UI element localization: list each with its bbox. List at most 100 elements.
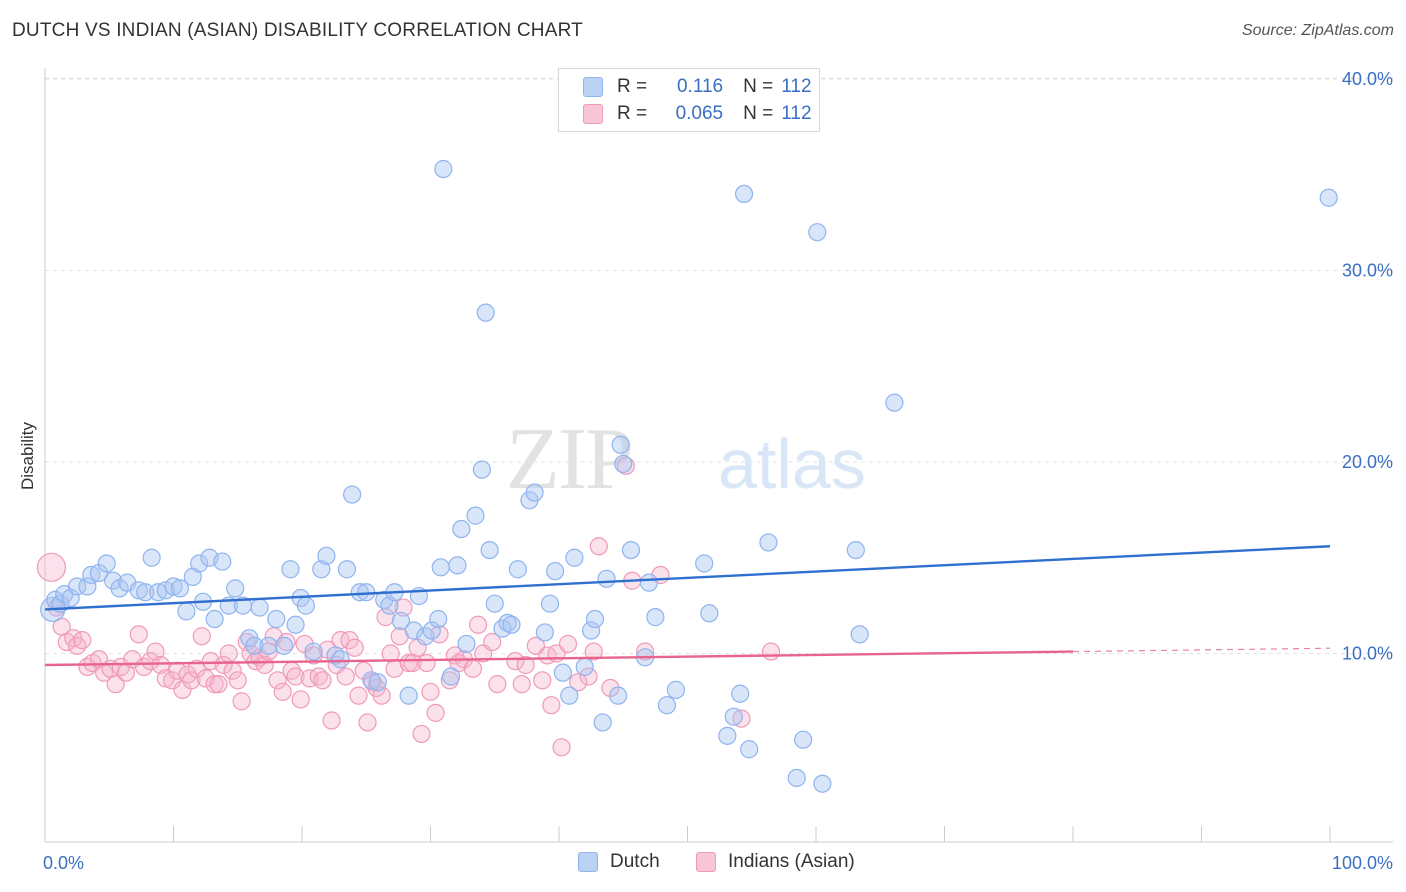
indian-point: [558, 634, 578, 654]
dutch-point: [441, 667, 461, 686]
indian-trend-line: [44, 650, 1074, 667]
indian-point: [192, 627, 211, 646]
indian-point: [463, 659, 483, 678]
dutch-point: [502, 615, 521, 634]
dutch-point: [560, 686, 579, 705]
indian-point: [209, 675, 228, 694]
dutch-point: [787, 768, 806, 788]
dutch-point: [621, 540, 641, 560]
indian-point: [512, 675, 531, 694]
dutch-point: [485, 594, 504, 613]
dutch-point: [695, 554, 714, 573]
dutch-point: [129, 581, 148, 600]
indian-point: [313, 671, 332, 690]
grid-lines: [45, 77, 1393, 654]
dutch-point: [190, 554, 209, 573]
indian-point: [151, 655, 170, 675]
indian-point: [589, 537, 608, 556]
indian-point: [228, 671, 247, 690]
indian-point: [483, 632, 502, 652]
dutch-point: [362, 671, 381, 690]
indian-point: [219, 644, 238, 663]
dutch-point: [794, 730, 813, 749]
dutch-point: [611, 435, 630, 454]
bottom-swatch-dutch: [578, 852, 598, 872]
dutch-point: [422, 621, 441, 640]
legend-row-dutch: R = 0.116 N = 112: [583, 75, 812, 99]
y-tick-label: 10.0%: [1342, 644, 1393, 664]
dutch-point: [281, 560, 300, 579]
chart-title: DUTCH VS INDIAN (ASIAN) DISABILITY CORRE…: [12, 20, 583, 41]
watermark-atlas: atlas: [718, 425, 866, 503]
dutch-point: [553, 663, 572, 682]
dutch-point: [565, 548, 584, 567]
indian-point: [381, 644, 400, 663]
dutch-point: [472, 460, 491, 479]
dutch-point: [78, 577, 97, 596]
dutch-point: [259, 636, 278, 655]
y-tick-label: 40.0%: [1342, 69, 1393, 89]
dutch-point: [575, 657, 594, 677]
indian-point: [232, 692, 251, 711]
indian-point: [286, 667, 305, 686]
dutch-point: [331, 650, 350, 669]
trend-lines: [44, 545, 1331, 667]
dutch-point: [350, 583, 369, 602]
dutch-point: [718, 726, 737, 745]
dutch-point: [1319, 188, 1338, 207]
dutch-point: [213, 552, 232, 571]
legend-swatch-indians: [583, 104, 603, 124]
dutch-point: [399, 686, 418, 705]
indian-point: [468, 615, 488, 634]
dutch-point: [535, 623, 554, 642]
indian-trend-extension: [1072, 647, 1331, 653]
dutch-point: [666, 680, 686, 699]
indian-point: [569, 673, 588, 692]
indian-point: [417, 653, 436, 673]
indian-point: [73, 630, 92, 650]
indian-point: [394, 598, 413, 617]
indian-point: [506, 652, 525, 671]
legend-r-label: R =: [617, 76, 648, 97]
dutch-point: [582, 621, 601, 640]
dutch-point: [375, 590, 394, 609]
dutch-point: [646, 608, 665, 627]
dutch-point: [404, 621, 423, 640]
tick-labels: 10.0% 20.0% 30.0% 40.0% 0.0% 100.0%: [43, 69, 1393, 873]
legend-swatch-dutch: [583, 77, 603, 97]
dutch-point: [245, 636, 264, 655]
dutch-point: [205, 609, 224, 629]
dutch-point: [734, 184, 754, 203]
indian-point: [129, 625, 148, 644]
indian-point: [533, 671, 552, 690]
dutch-point: [457, 634, 476, 654]
indian-point: [635, 642, 655, 661]
indian-point: [268, 671, 287, 690]
indian-point: [205, 675, 224, 694]
indian-point: [322, 711, 341, 730]
dutch-point: [286, 615, 305, 634]
indian-point: [761, 642, 781, 661]
dutch-point: [609, 686, 628, 705]
axes: [44, 68, 1393, 843]
dutch-point: [700, 604, 719, 623]
indian-point: [68, 636, 87, 655]
dutch-point: [267, 609, 286, 629]
y-tick-label: 20.0%: [1342, 452, 1393, 472]
dutch-point: [68, 577, 87, 596]
x-tick-label: 0.0%: [43, 853, 84, 873]
indian-point: [273, 682, 292, 701]
dutch-point: [368, 673, 387, 692]
dutch-point: [226, 579, 245, 598]
dutch-point: [343, 485, 362, 504]
dutch-point: [597, 569, 616, 588]
indian-point: [214, 655, 233, 675]
indian-point: [182, 671, 201, 690]
legend-n-label: N =: [743, 103, 774, 124]
dutch-point: [312, 560, 331, 579]
y-tick-label: 30.0%: [1342, 261, 1393, 281]
indian-point: [36, 552, 67, 582]
dutch-point: [296, 596, 315, 615]
dutch-point: [813, 774, 832, 793]
